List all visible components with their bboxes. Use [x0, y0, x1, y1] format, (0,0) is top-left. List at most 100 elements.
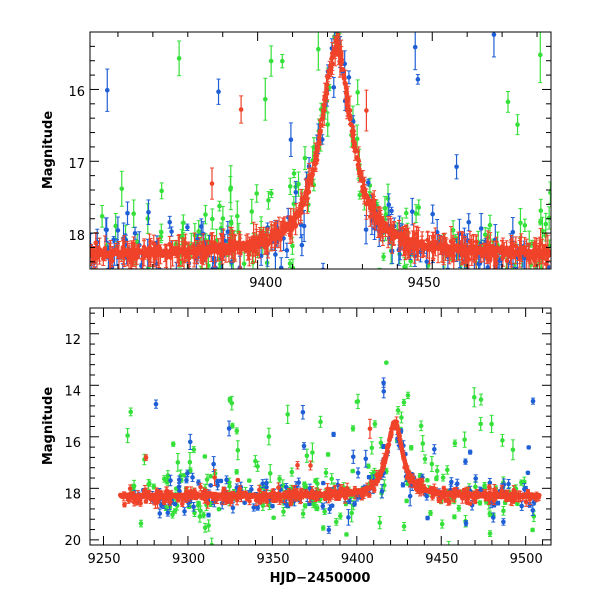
- data-point-red: [316, 135, 322, 141]
- data-point-green: [479, 513, 484, 518]
- data-point-red: [237, 250, 243, 256]
- data-point-green: [271, 515, 276, 521]
- data-point-blue: [225, 229, 231, 235]
- data-point-green: [291, 171, 297, 176]
- data-point-blue: [472, 269, 477, 274]
- data-point-red: [318, 128, 323, 134]
- data-point-green: [449, 287, 454, 292]
- data-point-blue: [379, 8, 384, 13]
- data-point-green: [262, 96, 268, 102]
- data-point-green: [185, 397, 190, 402]
- data-point-blue: [389, 208, 394, 214]
- data-point-green: [206, 523, 211, 528]
- data-point-green: [452, 514, 457, 520]
- data-point-blue: [434, 229, 440, 235]
- data-point-red: [467, 239, 473, 245]
- data-point-green: [217, 203, 222, 209]
- data-point-blue: [485, 265, 491, 269]
- data-point-red: [349, 122, 354, 128]
- data-point-green: [440, 475, 446, 480]
- data-point-green: [145, 216, 151, 221]
- data-point-green: [478, 397, 484, 402]
- data-point-red: [339, 60, 344, 65]
- data-point-red: [407, 246, 413, 251]
- data-point-red: [318, 122, 324, 128]
- data-point-blue: [548, 273, 553, 278]
- data-point-green: [288, 585, 293, 590]
- data-point-blue: [346, 75, 352, 80]
- data-point-green: [220, 216, 226, 221]
- data-point-green: [366, 324, 371, 329]
- data-point-red: [487, 256, 493, 262]
- data-point-red: [257, 233, 263, 239]
- data-point-blue: [132, 230, 138, 236]
- data-point-green: [477, 500, 483, 506]
- data-point-green: [282, 0, 287, 1]
- data-point-blue: [104, 87, 110, 93]
- data-point-blue: [265, 2, 270, 7]
- data-point-green: [249, 209, 255, 214]
- data-point-green: [482, 232, 488, 238]
- data-point-green: [241, 261, 247, 267]
- data-point-green: [333, 519, 339, 525]
- data-point-blue: [276, 306, 281, 311]
- data-point-red: [312, 161, 317, 167]
- data-point-red: [344, 91, 350, 97]
- data-point-green: [147, 281, 152, 286]
- data-point-green: [266, 198, 271, 203]
- data-point-green: [408, 258, 414, 264]
- data-point-green: [302, 155, 308, 161]
- data-point-green: [136, 409, 141, 414]
- data-point-green: [487, 531, 493, 536]
- data-point-red: [301, 200, 307, 206]
- data-point-red: [324, 82, 330, 87]
- data-point-blue: [139, 269, 144, 274]
- data-point-red: [323, 94, 329, 100]
- data-point-red: [299, 204, 304, 210]
- data-point-green: [377, 282, 382, 287]
- data-point-blue: [157, 275, 162, 280]
- data-point-red: [320, 108, 326, 114]
- data-point-red: [277, 237, 283, 242]
- data-point-green: [99, 214, 105, 219]
- data-point-green: [218, 225, 224, 231]
- top-panel-ticks: [90, 31, 551, 269]
- data-point-red: [347, 116, 353, 122]
- data-point-red: [493, 261, 499, 266]
- data-point-red: [314, 152, 319, 158]
- data-point-blue: [299, 242, 305, 248]
- data-point-green: [203, 212, 208, 217]
- data-point-green: [518, 220, 523, 226]
- data-point-green: [255, 464, 260, 469]
- data-point-blue: [424, 259, 430, 264]
- data-point-green: [237, 290, 242, 295]
- data-point-red: [109, 258, 115, 263]
- data-point-green: [170, 441, 176, 447]
- top-y-axis-label: Magnitude: [41, 111, 56, 190]
- data-point-red: [543, 261, 549, 267]
- data-point-red: [331, 51, 337, 57]
- data-point-green: [548, 190, 551, 195]
- data-point-blue: [386, 202, 392, 208]
- data-point-green: [548, 439, 553, 444]
- data-point-green: [459, 271, 464, 276]
- data-point-green: [110, 287, 115, 292]
- top-x-tick-label: 9400: [249, 276, 282, 291]
- data-point-green: [269, 191, 274, 196]
- data-point-blue: [430, 211, 435, 217]
- data-point-green: [287, 261, 293, 266]
- data-point-blue: [162, 284, 167, 289]
- data-point-red: [341, 76, 347, 81]
- data-point-red: [343, 81, 348, 87]
- data-point-red: [168, 255, 174, 260]
- data-point-blue: [273, 252, 278, 257]
- data-point-blue: [199, 224, 204, 229]
- data-point-blue: [158, 286, 163, 291]
- data-point-green: [198, 276, 203, 281]
- data-point-green: [522, 270, 527, 275]
- data-point-red: [151, 241, 157, 246]
- data-point-red: [451, 253, 457, 258]
- data-point-green: [372, 421, 378, 427]
- data-point-blue: [254, 311, 259, 316]
- data-point-green: [530, 587, 535, 592]
